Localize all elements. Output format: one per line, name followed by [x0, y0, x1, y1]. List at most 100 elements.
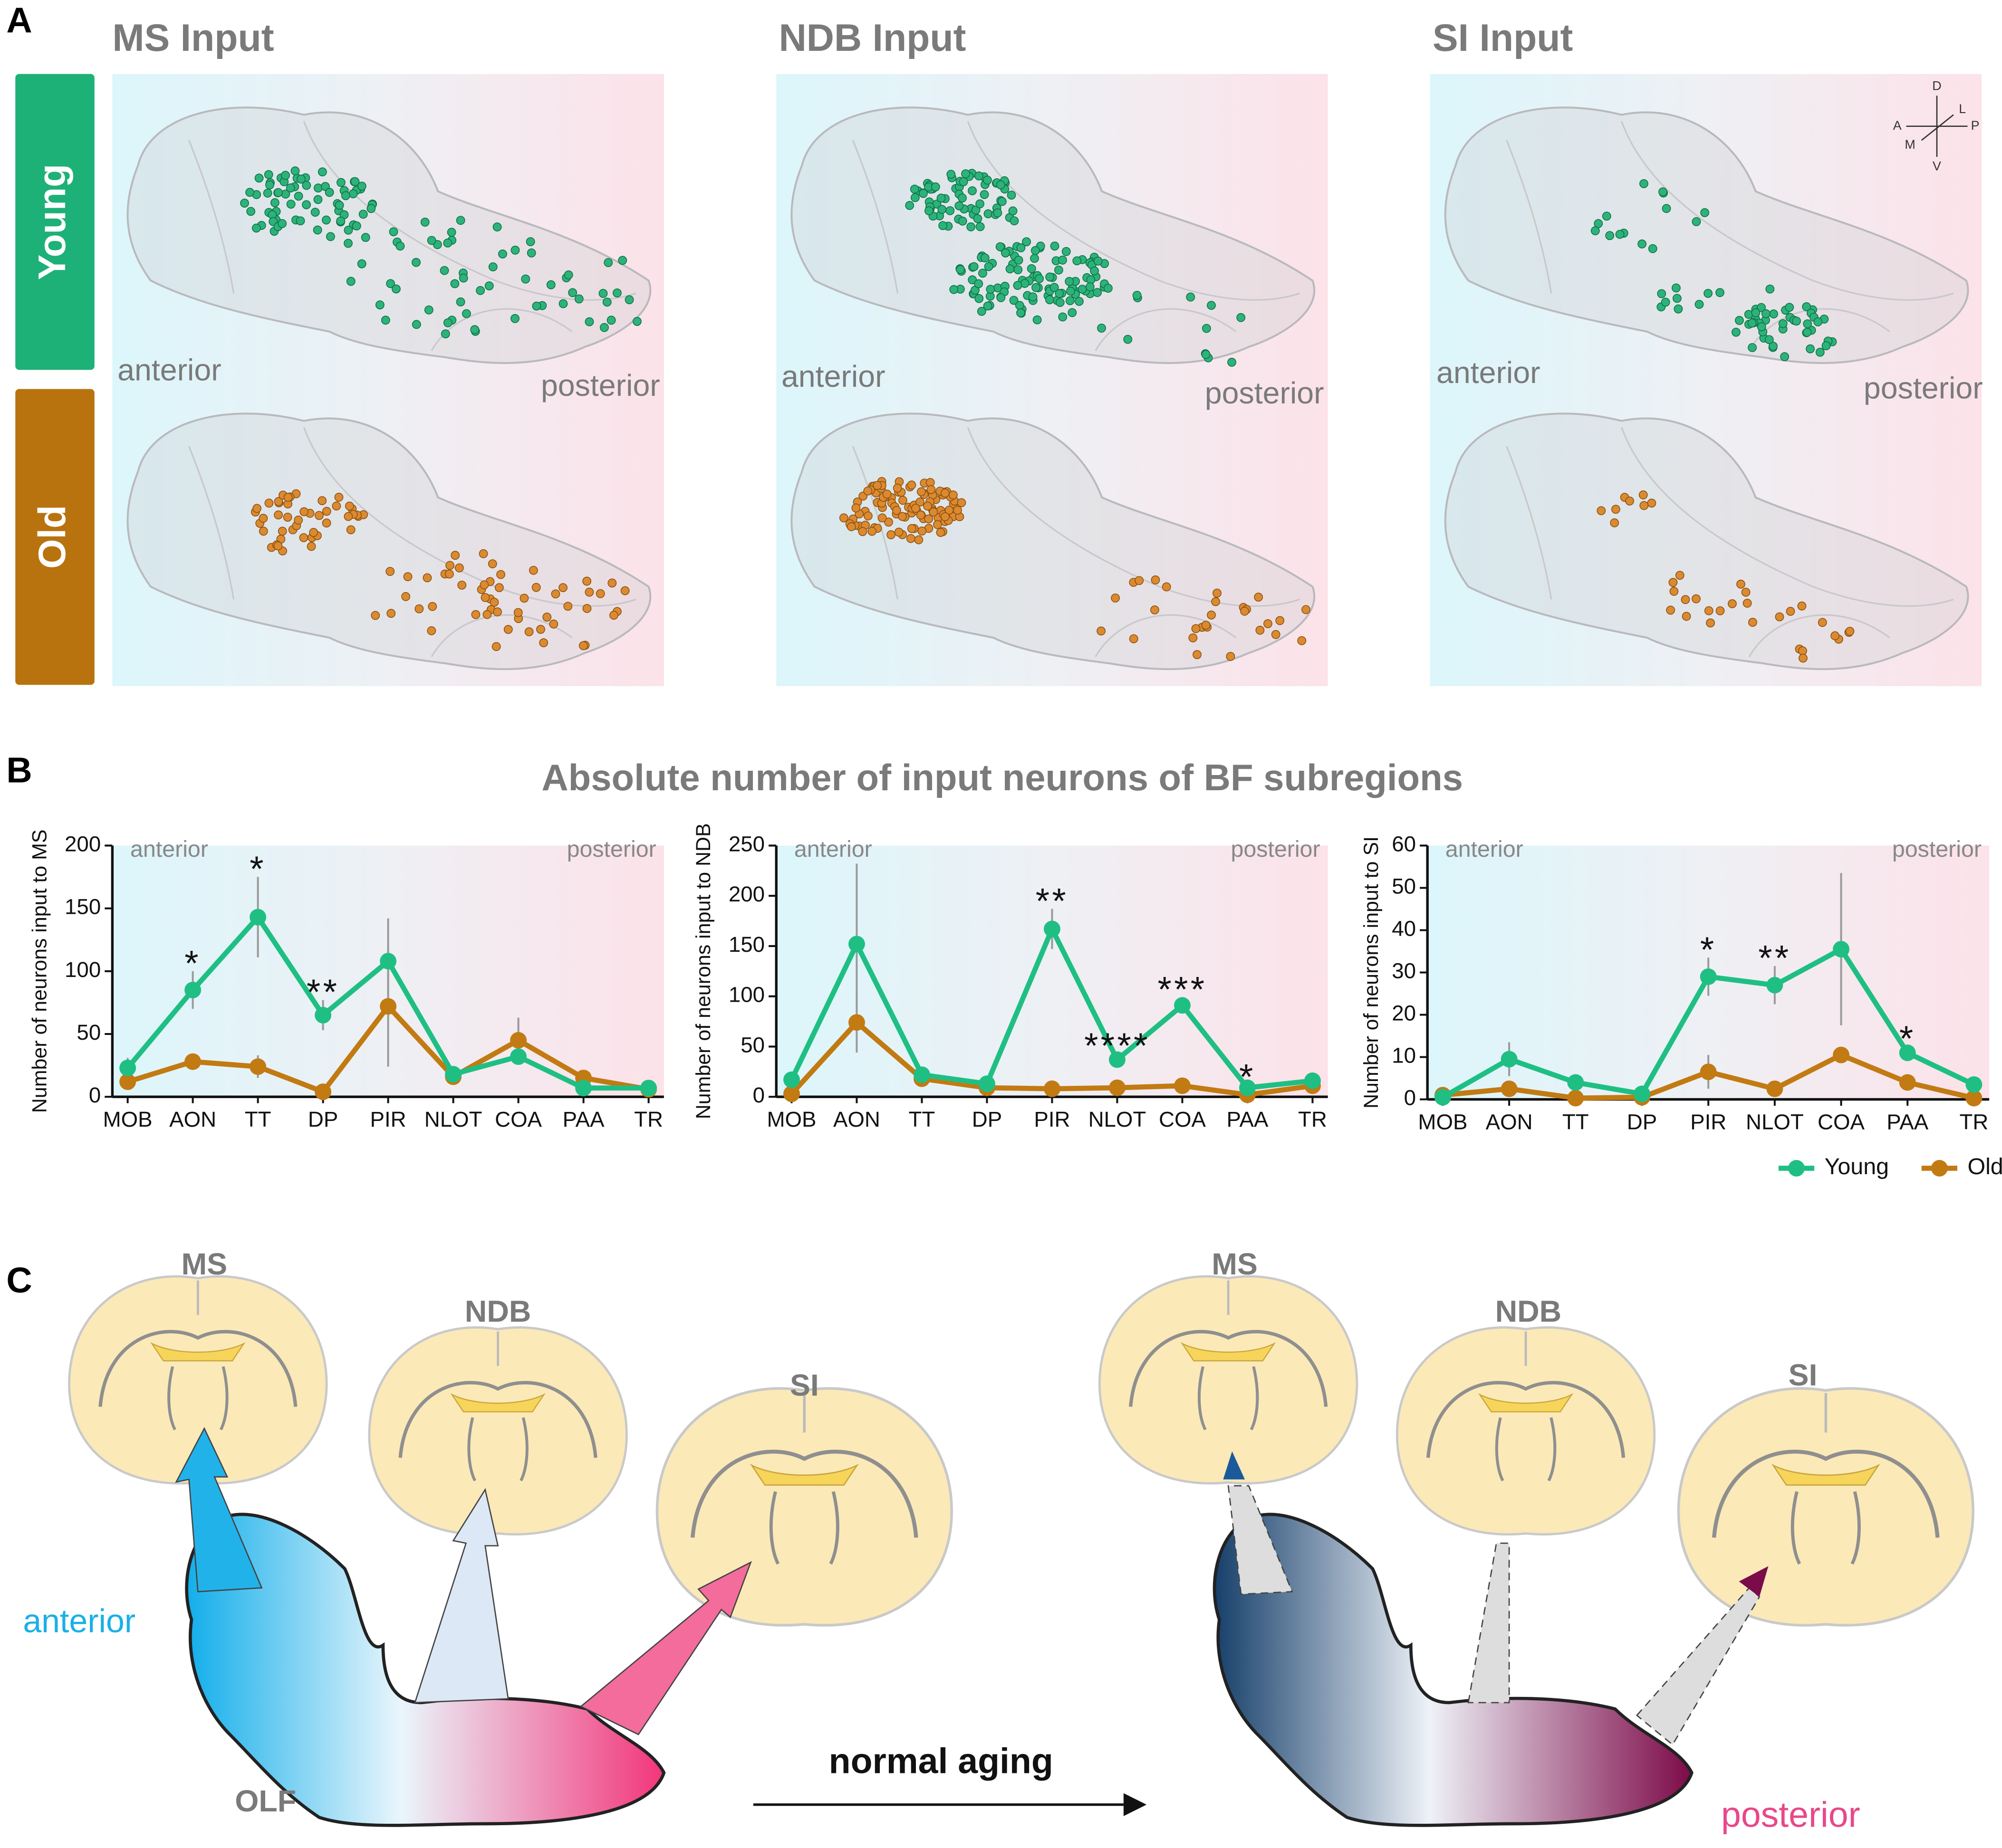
x-tick-label: PIR [1034, 1107, 1070, 1131]
annotation: anterior [1445, 836, 1523, 862]
neuron-dot [479, 549, 488, 558]
neuron-dot [949, 285, 959, 294]
neuron-dot [510, 245, 520, 255]
y-tick-label: 60 [1392, 832, 1416, 856]
neuron-dot [532, 301, 541, 311]
neuron-dot [1661, 297, 1670, 307]
neuron-dot [420, 218, 430, 227]
neuron-dot [956, 265, 965, 274]
neuron-dot [944, 506, 954, 515]
x-tick-label: TT [909, 1107, 935, 1131]
neuron-dot [995, 242, 1005, 251]
neuron-dot [907, 524, 916, 533]
neuron-dot [278, 219, 287, 228]
neuron-dot [246, 207, 256, 216]
neuron-dot [322, 518, 331, 527]
neuron-dot [1590, 226, 1600, 236]
neuron-dot [1785, 303, 1794, 312]
neuron-dot [1132, 291, 1142, 300]
data-point [783, 1085, 800, 1102]
neuron-dot [521, 274, 530, 284]
neuron-dot [412, 320, 421, 329]
legend-marker [1931, 1160, 1948, 1177]
neuron-dot [1602, 211, 1611, 221]
data-point [783, 1071, 800, 1088]
y-tick-label: 20 [1392, 1001, 1416, 1025]
neuron-dot [938, 221, 948, 230]
neuron-dot [1207, 301, 1216, 310]
neuron-dot [609, 611, 618, 620]
neuron-dot [961, 169, 971, 179]
neuron-dot [1263, 619, 1272, 628]
neuron-dot [1097, 626, 1106, 636]
neuron-dot [907, 480, 916, 490]
neuron-dot [357, 259, 366, 268]
data-point [380, 998, 397, 1015]
significance: *** [1157, 969, 1207, 1009]
neuron-dot [596, 589, 605, 598]
neuron-dot [980, 190, 989, 199]
data-point [1833, 1046, 1849, 1063]
neuron-dot [974, 171, 983, 181]
orientation-label: M [1905, 137, 1915, 152]
x-tick-label: PIR [1690, 1110, 1726, 1134]
y-tick-label: 40 [1392, 917, 1416, 941]
neuron-dot [314, 183, 323, 193]
x-tick-label: PAA [1226, 1107, 1269, 1131]
neuron-dot [1049, 283, 1059, 292]
neuron-dot [1706, 618, 1715, 628]
neuron-dot [490, 597, 499, 607]
neuron-dot [1802, 327, 1812, 337]
neuron-dot [1692, 594, 1701, 603]
neuron-dot [445, 569, 454, 579]
neuron-dot [585, 317, 594, 326]
significance: ** [307, 972, 339, 1012]
neuron-dot [1802, 302, 1811, 311]
neuron-dot [941, 512, 950, 521]
neuron-dot [1813, 317, 1823, 326]
neuron-dot [1065, 296, 1075, 306]
neuron-dot [270, 198, 279, 207]
direction-label: anterior [781, 359, 886, 393]
x-tick-label: NLOT [424, 1107, 482, 1131]
neuron-dot [322, 215, 331, 225]
neuron-dot [1016, 243, 1026, 252]
significance: * [1239, 1057, 1256, 1097]
neuron-dot [1135, 576, 1144, 585]
neuron-dot [1271, 630, 1280, 639]
neuron-dot [443, 318, 452, 327]
neuron-dot [929, 507, 938, 517]
neuron-dot [1010, 216, 1019, 226]
data-point [1634, 1085, 1650, 1102]
neuron-dot [1803, 319, 1812, 328]
neuron-dot [389, 227, 398, 237]
neuron-dot [936, 193, 946, 203]
x-tick-label: TR [1959, 1110, 1988, 1134]
neuron-dot [366, 204, 376, 213]
neuron-dot [310, 208, 320, 217]
neuron-dot [371, 611, 380, 620]
neuron-dot [542, 613, 552, 622]
data-point [1174, 1077, 1191, 1094]
neuron-dot [633, 317, 642, 326]
neuron-dot [1780, 352, 1790, 362]
x-tick-label: MOB [767, 1107, 816, 1131]
neuron-dot [346, 277, 356, 286]
neuron-dot [1015, 301, 1024, 310]
annotation: posterior [1892, 836, 1982, 862]
neuron-dot [318, 167, 327, 177]
neuron-dot [1111, 594, 1120, 603]
neuron-dot [851, 503, 861, 513]
neuron-dot [1031, 283, 1040, 292]
row-box [15, 389, 95, 685]
neuron-dot [585, 587, 594, 597]
neuron-dot [274, 497, 283, 506]
neuron-dot [493, 607, 502, 617]
column-title: MS Input [112, 17, 274, 59]
x-tick-label: AON [169, 1107, 216, 1131]
neuron-dot [602, 297, 612, 307]
neuron-dot [1694, 300, 1704, 309]
neuron-dot [1748, 343, 1757, 352]
neuron-dot [294, 192, 303, 201]
neuron-dot [1016, 308, 1025, 317]
